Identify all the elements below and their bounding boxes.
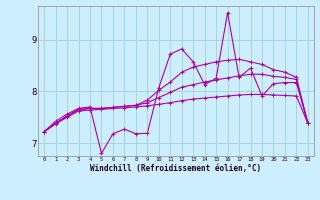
X-axis label: Windchill (Refroidissement éolien,°C): Windchill (Refroidissement éolien,°C) bbox=[91, 164, 261, 173]
